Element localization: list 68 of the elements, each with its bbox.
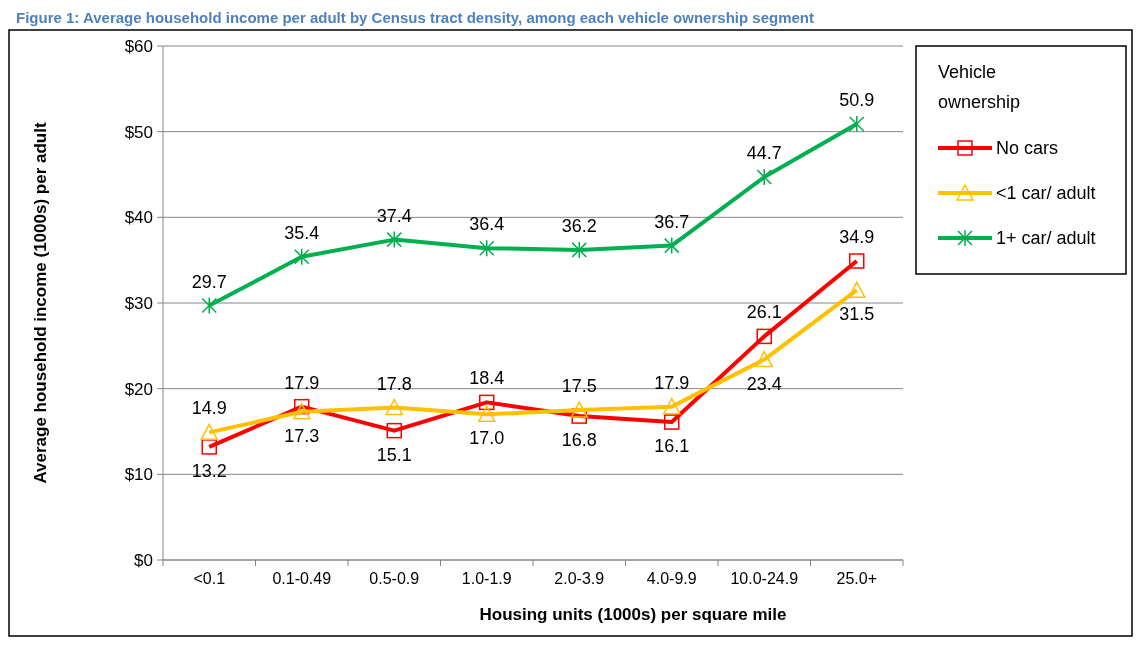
point — [478, 405, 496, 423]
y-tick-label: $60 — [124, 36, 153, 56]
x-tick-label: 10.0-24.9 — [730, 570, 799, 587]
data-label: 17.3 — [284, 425, 320, 446]
point — [201, 439, 217, 455]
y-tick-label: $50 — [124, 122, 153, 142]
y-axis-title: Average household income (1000s) per adult — [31, 122, 50, 484]
point — [756, 168, 772, 186]
data-label: 34.9 — [839, 227, 875, 248]
point — [294, 247, 310, 266]
data-label: 18.4 — [469, 368, 505, 389]
point — [201, 296, 217, 315]
data-label: 17.9 — [654, 372, 690, 393]
point — [756, 328, 772, 345]
y-tick-label: $40 — [124, 208, 153, 228]
point — [664, 236, 680, 255]
data-label: 50.9 — [839, 89, 875, 110]
data-label: 37.4 — [376, 205, 412, 226]
data-label: 15.1 — [376, 444, 412, 465]
y-tick-label: $10 — [124, 465, 153, 485]
data-label: 17.8 — [376, 373, 412, 394]
data-label: 17.9 — [284, 372, 320, 393]
x-tick-label: 0.5-0.9 — [369, 570, 420, 587]
point — [479, 394, 495, 411]
point — [386, 422, 402, 439]
legend-title: Vehicle ownership — [938, 62, 1021, 112]
data-label: 17.0 — [469, 428, 505, 449]
data-label: 23.4 — [746, 373, 782, 394]
x-axis-title: Housing units (1000s) per square mile — [479, 605, 787, 624]
data-label: 29.7 — [191, 271, 227, 292]
x-tick-label: 25.0+ — [836, 570, 877, 587]
point — [755, 350, 773, 368]
x-tick-label: <0.1 — [193, 570, 226, 587]
point — [200, 423, 218, 441]
y-tick-label: $30 — [124, 293, 153, 313]
data-label: 17.5 — [561, 376, 597, 397]
point — [849, 253, 865, 269]
data-label: 13.2 — [191, 460, 227, 481]
legend-label: <1 car/ adult — [996, 183, 1096, 204]
point — [849, 115, 865, 133]
data-label: 31.5 — [839, 304, 875, 325]
x-tick-label: 1.0-1.9 — [461, 570, 512, 587]
point — [848, 281, 866, 298]
point — [479, 239, 495, 257]
y-tick-label: $20 — [124, 379, 153, 399]
legend-label: 1+ car/ adult — [996, 228, 1096, 249]
x-tick-label: 0.1-0.49 — [272, 570, 332, 587]
point — [385, 398, 403, 416]
data-label: 14.9 — [191, 398, 227, 419]
data-label: 16.1 — [654, 436, 690, 457]
y-tick-label: $0 — [134, 550, 153, 570]
data-label: 35.4 — [284, 222, 320, 243]
point — [386, 230, 402, 249]
point — [571, 241, 587, 259]
x-tick-label: 2.0-3.9 — [554, 570, 605, 587]
legend-label: No cars — [996, 138, 1059, 159]
x-tick-label: 4.0-9.9 — [646, 570, 697, 587]
data-label: 44.7 — [746, 143, 782, 164]
chart-title: Figure 1: Average household income per adult by Census tract density, among each vehicle ownership segment — [16, 9, 814, 26]
point — [293, 403, 311, 420]
point — [664, 414, 680, 430]
data-label: 36.2 — [561, 215, 597, 236]
point — [570, 401, 588, 418]
data-label: 16.8 — [561, 430, 597, 451]
data-label: 36.4 — [469, 214, 505, 235]
data-label: 26.1 — [746, 302, 782, 323]
point — [663, 397, 681, 415]
data-label: 36.7 — [654, 211, 690, 232]
